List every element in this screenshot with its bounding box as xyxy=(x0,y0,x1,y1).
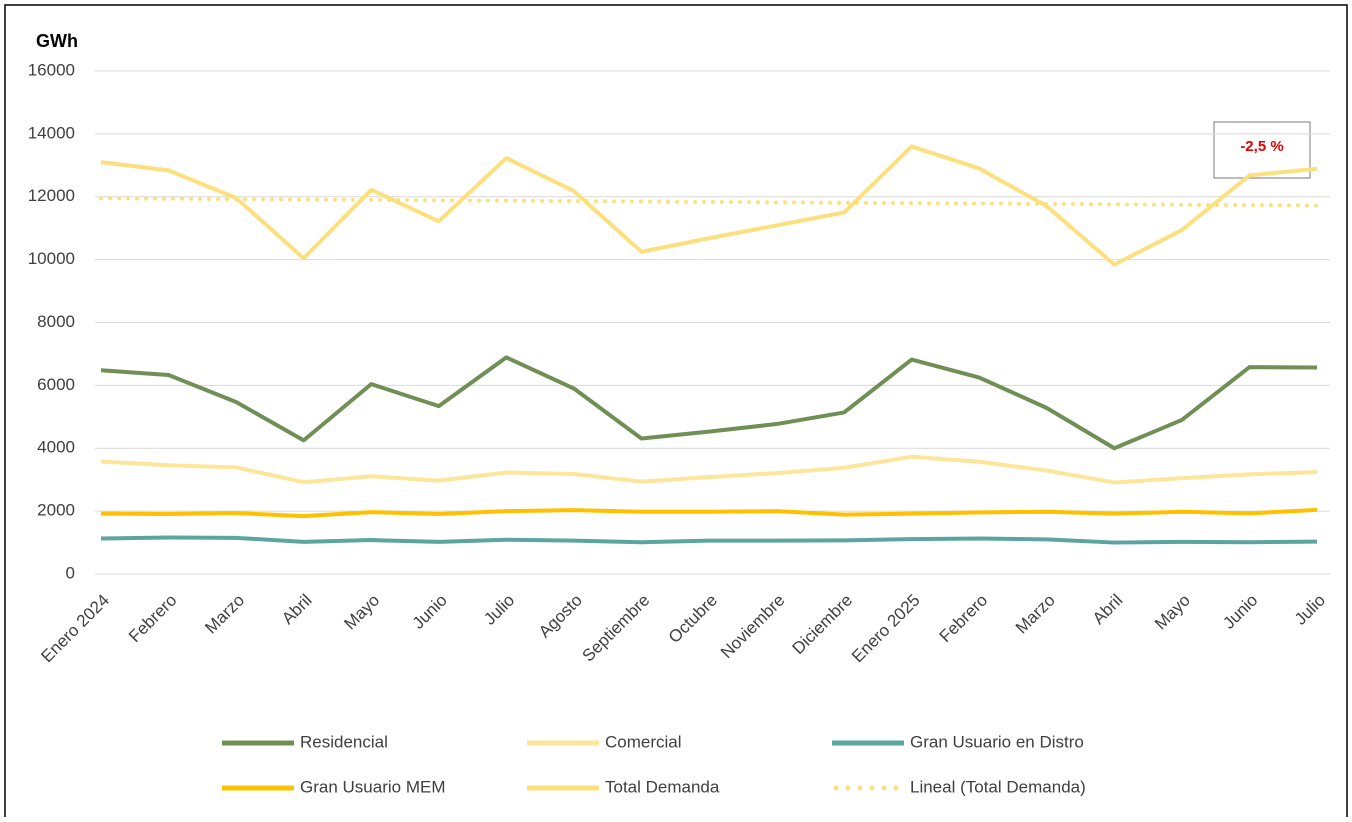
legend-label: Total Demanda xyxy=(605,777,720,796)
y-tick-label: 16000 xyxy=(28,60,75,79)
legend-label: Gran Usuario MEM xyxy=(300,777,445,796)
legend-label: Comercial xyxy=(605,732,682,751)
annotation-box xyxy=(1213,121,1311,179)
series-line xyxy=(100,454,1318,485)
series-line xyxy=(100,535,1318,545)
y-tick-label: 14000 xyxy=(28,123,75,142)
chart-frame xyxy=(4,4,1348,822)
y-tick-label: 6000 xyxy=(37,375,75,394)
legend-label: Residencial xyxy=(300,732,388,751)
y-tick-label: 12000 xyxy=(28,186,75,205)
series-line xyxy=(100,355,1318,451)
legend-label: Gran Usuario en Distro xyxy=(910,732,1084,751)
y-tick-label: 2000 xyxy=(37,501,75,520)
legend-label: Lineal (Total Demanda) xyxy=(910,777,1086,796)
y-axis-label: GWh xyxy=(36,31,78,51)
y-tick-label: 8000 xyxy=(37,312,75,331)
y-tick-label: 0 xyxy=(66,563,75,582)
annotation: -2,5 % xyxy=(1240,138,1283,155)
series-line xyxy=(100,507,1318,519)
series-line xyxy=(100,144,1318,267)
y-tick-label: 10000 xyxy=(28,249,75,268)
y-tick-label: 4000 xyxy=(37,438,75,457)
